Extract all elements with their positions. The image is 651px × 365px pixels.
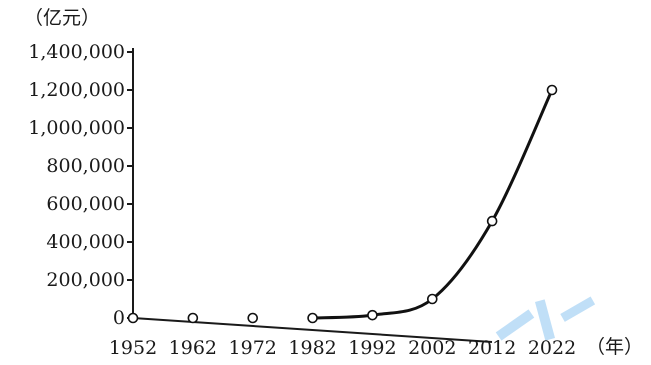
data-point xyxy=(127,312,139,324)
y-tick-label: 1,000,000 xyxy=(28,117,125,139)
data-point xyxy=(187,312,199,324)
data-point xyxy=(426,293,438,305)
data-point xyxy=(247,312,259,324)
y-axis-unit-label: （亿元） xyxy=(24,7,100,29)
x-tick-label: 1992 xyxy=(348,337,396,359)
x-tick-label: 1982 xyxy=(288,337,336,359)
x-tick-label: 2012 xyxy=(468,337,516,359)
x-tick-label: 1972 xyxy=(229,337,277,359)
y-tick-label: 1,200,000 xyxy=(28,79,125,101)
x-tick-label: 1952 xyxy=(109,337,157,359)
y-tick-label: 600,000 xyxy=(46,193,125,215)
x-axis-ticks: 1952 1962 1972 1982 1992 2002 2012 2022 xyxy=(109,337,576,359)
y-tick-label: 800,000 xyxy=(46,155,125,177)
watermark-logo xyxy=(495,296,596,341)
y-tick-label: 0 xyxy=(113,307,125,329)
x-tick-label: 2022 xyxy=(528,337,576,359)
y-tick-label: 200,000 xyxy=(46,269,125,291)
data-point xyxy=(367,309,378,321)
data-point xyxy=(546,84,558,96)
data-points xyxy=(127,84,558,324)
x-tick-label: 2002 xyxy=(408,337,456,359)
series-line xyxy=(311,88,554,320)
x-tick-label: 1962 xyxy=(169,337,217,359)
data-point xyxy=(307,312,318,324)
x-axis-unit-label: （年） xyxy=(586,336,643,358)
y-axis-ticks: 0 200,000 400,000 600,000 800,000 1,000,000 1,… xyxy=(28,41,133,329)
data-point xyxy=(486,215,498,227)
y-tick-label: 1,400,000 xyxy=(28,41,125,63)
y-tick-label: 400,000 xyxy=(46,231,125,253)
